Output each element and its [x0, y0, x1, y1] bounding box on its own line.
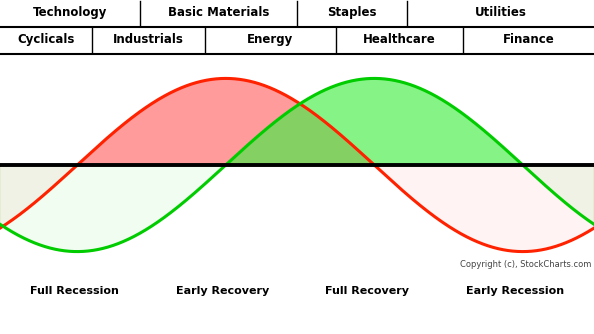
- Text: Basic Materials: Basic Materials: [168, 6, 269, 19]
- Text: Finance: Finance: [503, 33, 555, 46]
- Text: Bull Market: Bull Market: [187, 315, 258, 325]
- Text: Utilities: Utilities: [475, 6, 526, 19]
- Text: Copyright (c), StockCharts.com: Copyright (c), StockCharts.com: [460, 260, 591, 269]
- Text: Technology: Technology: [33, 6, 107, 19]
- Text: Market Bottom: Market Bottom: [27, 315, 121, 325]
- Text: Cyclicals: Cyclicals: [17, 33, 75, 46]
- Text: Bear Market: Bear Market: [477, 315, 554, 325]
- Text: Full Recovery: Full Recovery: [325, 286, 409, 296]
- Text: Industrials: Industrials: [113, 33, 184, 46]
- Text: Staples: Staples: [327, 6, 377, 19]
- Text: Full Recession: Full Recession: [30, 286, 119, 296]
- Text: Market Top: Market Top: [332, 315, 402, 325]
- Text: Healthcare: Healthcare: [363, 33, 436, 46]
- Text: Early Recovery: Early Recovery: [176, 286, 269, 296]
- Text: Energy: Energy: [247, 33, 293, 46]
- Text: Early Recession: Early Recession: [466, 286, 564, 296]
